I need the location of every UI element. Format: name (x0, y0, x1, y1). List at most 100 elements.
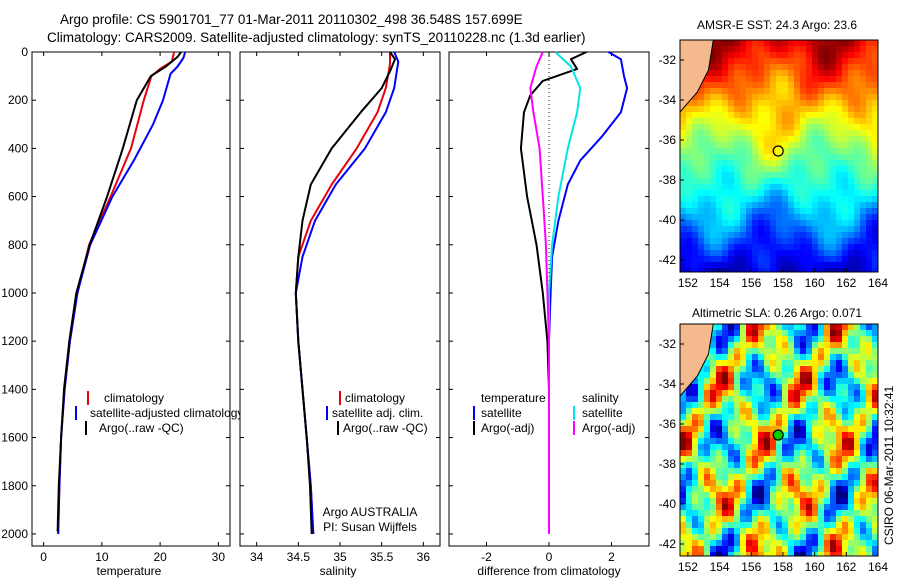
sst-cell (842, 106, 849, 113)
sla-cell (752, 342, 759, 349)
sst-cell (872, 268, 878, 272)
sla-cell (836, 498, 843, 505)
sla-cell (758, 408, 765, 415)
sla-cell (860, 426, 867, 433)
sst-cell (734, 178, 741, 185)
sla-cell (806, 396, 813, 403)
sst-cell (770, 172, 777, 179)
sla-cell (692, 522, 699, 529)
land-mass (680, 324, 714, 397)
sst-cell (734, 256, 741, 263)
sla-cell (734, 324, 741, 331)
sst-cell (776, 172, 783, 179)
sst-cell (782, 130, 789, 137)
sst-cell (740, 82, 747, 89)
lon-tick-label: 156 (741, 560, 761, 574)
sst-cell (848, 118, 855, 125)
sla-cell (764, 510, 771, 517)
sst-cell (812, 94, 819, 101)
salinity-legend: climatology satellite adj. clim. Argo(..… (326, 391, 428, 435)
sla-cell (854, 540, 861, 547)
sla-cell (704, 396, 711, 403)
sla-cell (848, 330, 855, 337)
sla-cell (752, 384, 759, 391)
sst-cell (728, 154, 735, 161)
sst-cell (692, 196, 699, 203)
sla-cell (830, 366, 837, 373)
sst-cell (782, 88, 789, 95)
sst-cell (764, 202, 771, 209)
sla-cell (746, 342, 753, 349)
sst-cell (860, 244, 867, 251)
sst-cell (710, 160, 717, 167)
sst-cell (746, 124, 753, 131)
sst-cell (770, 190, 777, 197)
sst-cell (752, 46, 759, 53)
sst-cell (836, 178, 843, 185)
sla-cell (764, 522, 771, 529)
sla-cell (752, 444, 759, 451)
sst-cell (836, 214, 843, 221)
sla-cell (758, 540, 765, 547)
sla-cell (806, 432, 813, 439)
sst-cell (836, 76, 843, 83)
sla-cell (818, 354, 825, 361)
sla-cell (854, 528, 861, 535)
sst-cell (848, 268, 855, 272)
sst-cell (728, 238, 735, 245)
sst-cell (788, 76, 795, 83)
sst-cell (788, 130, 795, 137)
sst-cell (722, 70, 729, 77)
sla-cell (722, 474, 729, 481)
sst-cell (836, 268, 843, 272)
sla-cell (782, 372, 789, 379)
sla-cell (752, 372, 759, 379)
sla-cell (722, 396, 729, 403)
sst-cell (788, 112, 795, 119)
sst-cell (824, 166, 831, 173)
sst-cell (740, 268, 747, 272)
sst-cell (698, 190, 705, 197)
sst-cell (764, 52, 771, 59)
sla-cell (854, 516, 861, 523)
sla-cell (698, 456, 705, 463)
sla-cell (680, 438, 687, 445)
sst-cell (764, 220, 771, 227)
sla-cell (848, 432, 855, 439)
sst-cell (794, 112, 801, 119)
sla-cell (830, 342, 837, 349)
sst-cell (806, 238, 813, 245)
sst-cell (854, 52, 861, 59)
sla-cell (800, 486, 807, 493)
sst-cell (830, 250, 837, 257)
sla-cell (860, 330, 867, 337)
sst-cell (740, 220, 747, 227)
sst-cell (692, 100, 699, 107)
sst-cell (698, 244, 705, 251)
sst-cell (710, 46, 717, 53)
sst-cell (764, 40, 771, 47)
sla-cell (740, 384, 747, 391)
sla-cell (680, 528, 687, 535)
sst-cell (860, 220, 867, 227)
sla-cell (680, 486, 687, 493)
sst-cell (830, 40, 837, 47)
sla-cell (806, 510, 813, 517)
sst-cell (716, 244, 723, 251)
sst-cell (806, 142, 813, 149)
sla-cell (716, 420, 723, 427)
sla-cell (740, 474, 747, 481)
sla-cell (758, 366, 765, 373)
sla-cell (794, 498, 801, 505)
sla-cell (866, 360, 873, 367)
sla-cell (866, 354, 873, 361)
sla-cell (806, 516, 813, 523)
sst-cell (716, 106, 723, 113)
sst-cell (752, 268, 759, 272)
sst-cell (686, 148, 693, 155)
sla-cell (752, 378, 759, 385)
sla-cell (734, 522, 741, 529)
sla-cell (812, 534, 819, 541)
sla-cell (704, 468, 711, 475)
sst-cell (794, 268, 801, 272)
